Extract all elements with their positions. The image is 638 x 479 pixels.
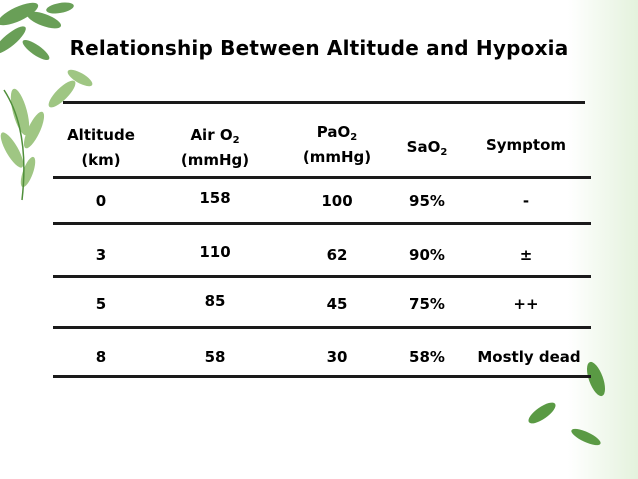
cell-symptom: Mostly dead — [477, 348, 581, 366]
header-air-o2-label: Air O2 — [190, 126, 240, 146]
title-divider — [63, 101, 585, 104]
background-gradient — [568, 0, 638, 479]
cell-sao2: 75% — [409, 295, 445, 313]
cell-pao2: 100 — [321, 192, 353, 210]
cell-altitude: 0 — [95, 192, 107, 210]
leaf-decoration-icon — [528, 361, 606, 446]
cell-sao2: 95% — [409, 192, 445, 210]
header-symptom: Symptom — [485, 136, 567, 154]
cell-sao2: 58% — [409, 348, 445, 366]
cell-pao2: 62 — [326, 246, 348, 264]
table-rule — [53, 375, 591, 378]
header-altitude: Altitude (km) — [62, 123, 140, 173]
header-pao2-unit: (mmHg) — [302, 148, 372, 166]
table-rule — [53, 326, 591, 329]
cell-air-o2: 110 — [199, 243, 231, 261]
page-title: Relationship Between Altitude and Hypoxi… — [69, 36, 569, 60]
cell-pao2: 30 — [326, 348, 348, 366]
cell-symptom: ± — [519, 246, 533, 264]
cell-air-o2: 158 — [199, 189, 231, 207]
cell-air-o2: 58 — [204, 348, 226, 366]
cell-altitude: 8 — [95, 348, 107, 366]
header-altitude-label: Altitude — [67, 126, 135, 144]
cell-symptom: - — [522, 192, 530, 210]
table-rule — [53, 222, 591, 225]
header-pao2-label: PaO2 — [316, 123, 358, 143]
leaf-decoration-icon — [0, 2, 93, 201]
cell-air-o2: 85 — [204, 292, 226, 310]
cell-sao2: 90% — [409, 246, 445, 264]
header-air-o2: Air O2 (mmHg) — [170, 123, 260, 173]
cell-altitude: 5 — [95, 295, 107, 313]
header-pao2: PaO2 (mmHg) — [292, 120, 382, 170]
header-altitude-unit: (km) — [81, 151, 121, 169]
table-rule — [53, 275, 591, 278]
cell-symptom: ++ — [513, 295, 539, 313]
cell-pao2: 45 — [326, 295, 348, 313]
header-air-o2-unit: (mmHg) — [180, 151, 250, 169]
cell-altitude: 3 — [95, 246, 107, 264]
table-rule — [53, 176, 591, 179]
header-sao2: SaO2 — [406, 138, 448, 158]
